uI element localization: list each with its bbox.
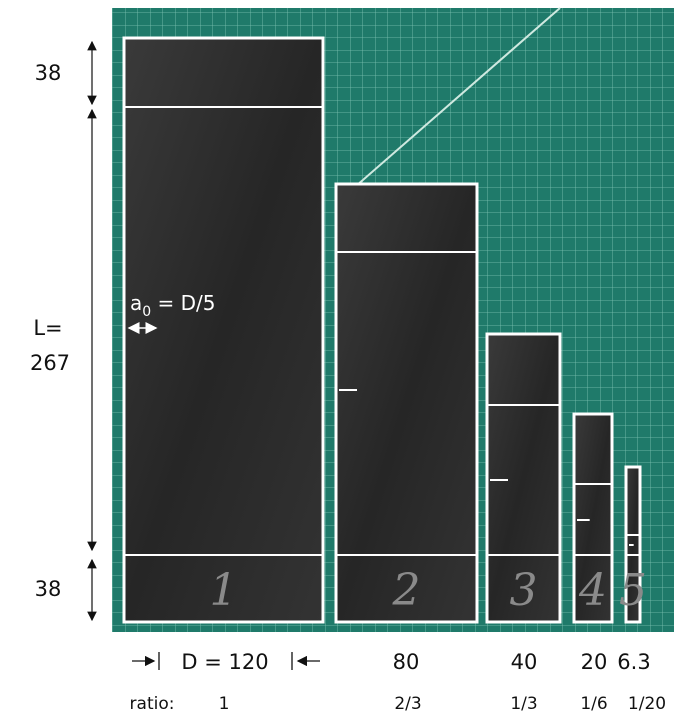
- length-value: 267: [30, 351, 70, 375]
- specimen-width: D = 120: [181, 650, 268, 674]
- specimen-width: 40: [511, 650, 538, 674]
- specimen: [336, 184, 477, 622]
- specimen-ratio: 1: [219, 694, 230, 714]
- specimen-width: 80: [393, 650, 420, 674]
- length-label: L=: [33, 316, 62, 340]
- specimen-number: 2: [392, 565, 421, 616]
- top-length: 38: [35, 61, 62, 85]
- specimen-width: 6.3: [617, 650, 650, 674]
- notch-formula: = D/5: [151, 291, 215, 315]
- specimen-number: 3: [510, 565, 538, 616]
- specimen-ratio: 1/3: [510, 694, 537, 714]
- ratio-label: ratio:: [130, 694, 175, 714]
- specimen-ratio: 2/3: [394, 694, 421, 714]
- specimen-number: 4: [578, 565, 607, 616]
- specimen-ratio: 1/6: [580, 694, 607, 714]
- figure: 1 2 345 38 L= 267 38 a0 = D/5 ratio: D = 1…: [0, 0, 674, 717]
- specimen-number: 5: [619, 565, 647, 616]
- specimen-width: 20: [581, 650, 608, 674]
- bottom-length: 38: [35, 577, 62, 601]
- specimen-number: 1: [210, 565, 238, 616]
- specimen-labels: D = 120 1 80 2/3 40 1/3 20 1/6 6.3 1/20: [181, 650, 666, 714]
- specimen: [124, 38, 323, 622]
- notch-subscript: 0: [142, 304, 151, 320]
- notch-symbol: a: [130, 291, 142, 315]
- specimen-ratio: 1/20: [628, 694, 666, 714]
